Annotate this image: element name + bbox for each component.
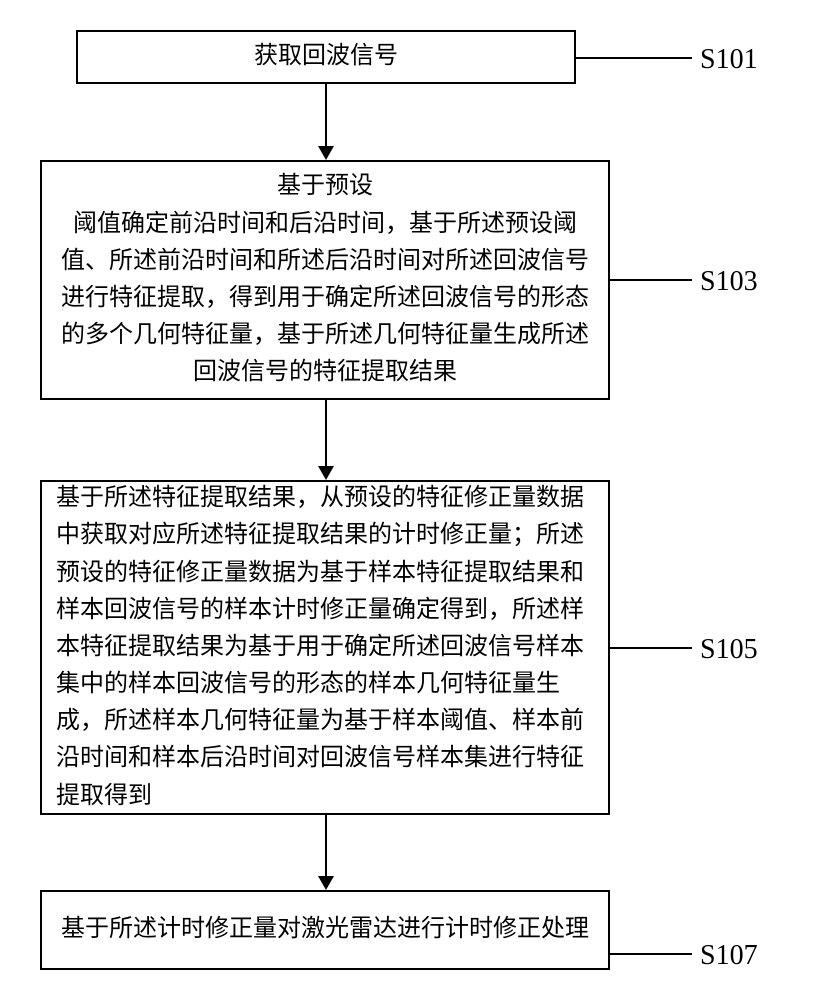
label-connector-s103 (610, 279, 692, 281)
node-text: 基于所述特征提取结果，从预设的特征修正量数据中获取对应所述特征提取结果的计时修正… (56, 480, 594, 815)
step-label-s101: S101 (700, 44, 758, 76)
arrow-line-2 (325, 400, 327, 466)
node-text: 基于预设 阈值确定前沿时间和后沿时间，基于所述预设阈值、所述前沿时间和所述后沿时… (56, 168, 594, 391)
step-label-s103: S103 (700, 266, 758, 298)
label-connector-s107 (610, 953, 692, 955)
flow-node-s103: 基于预设 阈值确定前沿时间和后沿时间，基于所述预设阈值、所述前沿时间和所述后沿时… (40, 160, 610, 400)
arrow-head-1 (318, 146, 334, 160)
label-connector-s105 (610, 647, 692, 649)
arrow-line-3 (325, 815, 327, 876)
node-text: 基于所述计时修正量对激光雷达进行计时修正处理 (61, 911, 589, 948)
label-connector-s101 (576, 57, 692, 59)
arrow-head-3 (318, 876, 334, 890)
flow-node-s101: 获取回波信号 (76, 30, 576, 84)
step-label-s107: S107 (700, 940, 758, 972)
flowchart-canvas: 获取回波信号 S101 基于预设 阈值确定前沿时间和后沿时间，基于所述预设阈值、… (0, 0, 818, 1000)
flow-node-s105: 基于所述特征提取结果，从预设的特征修正量数据中获取对应所述特征提取结果的计时修正… (40, 480, 610, 815)
node-text: 获取回波信号 (254, 38, 398, 75)
flow-node-s107: 基于所述计时修正量对激光雷达进行计时修正处理 (40, 890, 610, 970)
arrow-line-1 (325, 84, 327, 146)
arrow-head-2 (318, 466, 334, 480)
step-label-s105: S105 (700, 634, 758, 666)
